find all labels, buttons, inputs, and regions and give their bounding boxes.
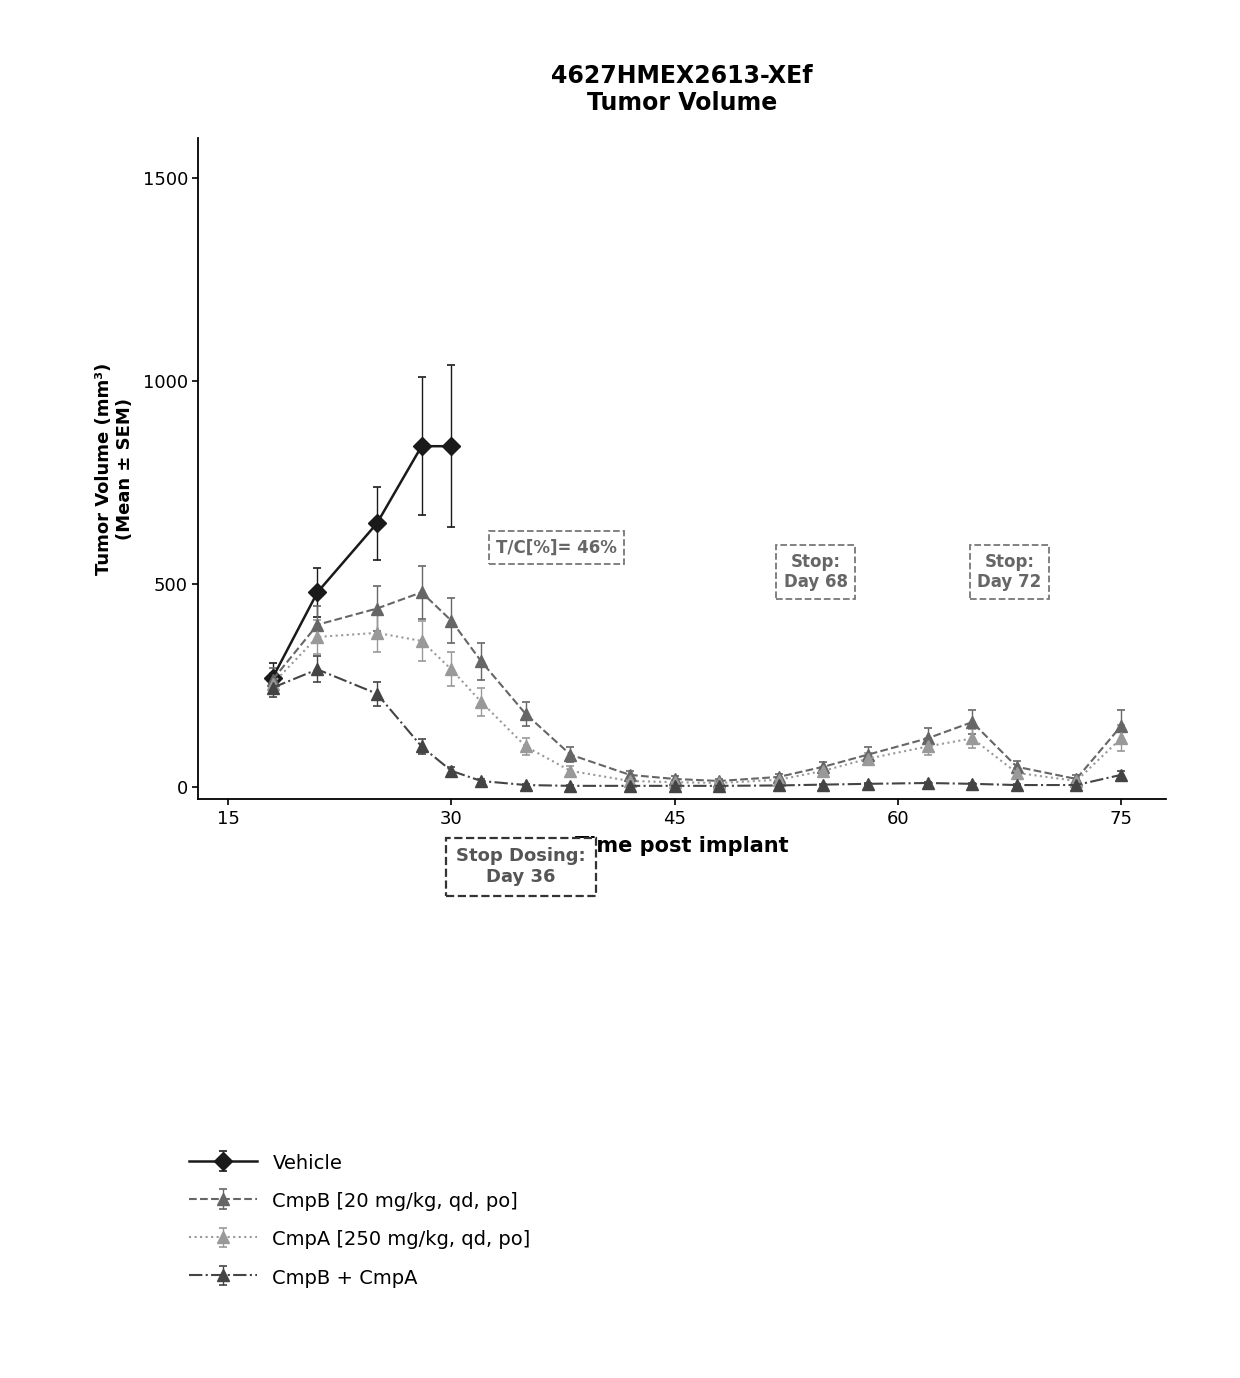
Text: 4627HMEX2613-XEf
Tumor Volume: 4627HMEX2613-XEf Tumor Volume bbox=[552, 63, 812, 116]
Y-axis label: Tumor Volume (mm³)
(Mean ± SEM): Tumor Volume (mm³) (Mean ± SEM) bbox=[95, 362, 134, 575]
Text: T/C[%]= 46%: T/C[%]= 46% bbox=[496, 539, 616, 557]
Text: Stop:
Day 68: Stop: Day 68 bbox=[784, 553, 848, 591]
Text: Stop:
Day 72: Stop: Day 72 bbox=[977, 553, 1042, 591]
X-axis label: Time post implant: Time post implant bbox=[575, 836, 789, 856]
Text: Stop Dosing:
Day 36: Stop Dosing: Day 36 bbox=[456, 847, 585, 886]
Legend: Vehicle, CmpB [20 mg/kg, qd, po], CmpA [250 mg/kg, qd, po], CmpB + CmpA: Vehicle, CmpB [20 mg/kg, qd, po], CmpA [… bbox=[188, 1153, 531, 1287]
